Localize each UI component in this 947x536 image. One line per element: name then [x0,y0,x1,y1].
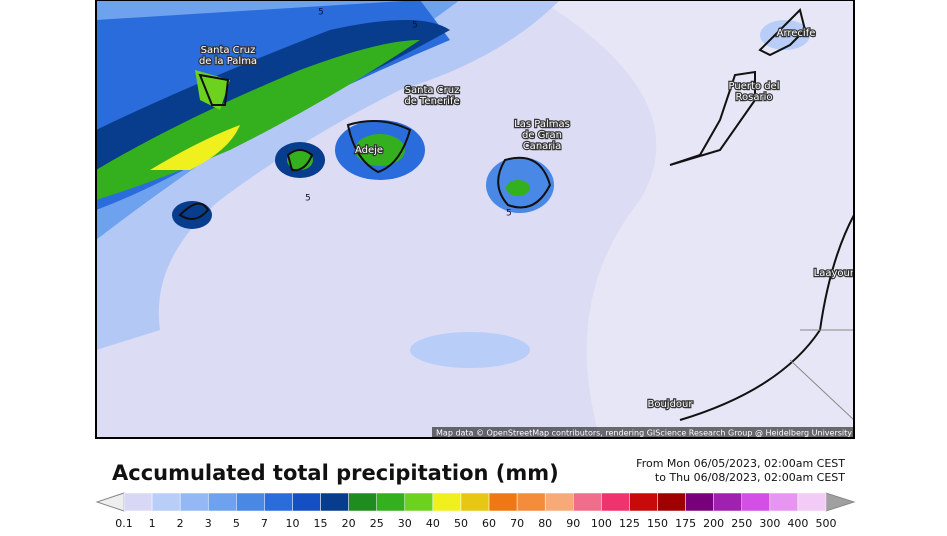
map: 5 5 5 5 Santa Cruz de la Palma Santa Cruz… [96,0,863,438]
color-box [179,492,209,512]
color-box [348,492,377,512]
legend-label: 300 [759,517,780,530]
color-box [488,492,518,512]
color-box [601,492,630,512]
legend-label: 80 [538,517,552,530]
legend-label: 200 [703,517,724,530]
contour-label: 5 [506,209,512,219]
color-bar: 0.1 1 2 3 5 7 10 15 20 25 30 40 50 60 70 80 90 100 125 150 1… [95,492,856,530]
legend-label: 100 [591,517,612,530]
color-box [460,492,490,512]
place-label: Santa Cruz de Tenerife [404,85,459,107]
legend-label: 10 [285,517,299,530]
place-label: Boujdour [647,399,693,410]
place-label: Las Palmas de Gran Canaria [514,119,570,152]
legend-label: 40 [426,517,440,530]
contour-labels: 5 5 5 5 [305,8,512,219]
legend-title: Accumulated total precipitation (mm) [112,461,559,485]
contour-label: 5 [412,21,418,31]
legend-label: 70 [510,517,524,530]
legend-label: 15 [314,517,328,530]
legend-label: 150 [647,517,668,530]
color-box [629,492,658,512]
legend-label: 3 [205,517,212,530]
legend-label: 7 [261,517,268,530]
place-label: Puerto del Rosario [729,81,780,103]
color-box [376,492,406,512]
color-box [516,492,546,512]
color-box [207,492,237,512]
place-label: Santa Cruz de la Palma [199,45,257,67]
color-box [797,492,827,512]
period-to: to Thu 06/08/2023, 02:00am CEST [655,471,845,484]
legend-label: 1 [149,517,156,530]
color-box [769,492,799,512]
legend-label: 5 [233,517,240,530]
color-box [573,492,602,512]
color-box [236,492,265,512]
attribution: Map data © OpenStreetMap contributors, r… [436,429,852,438]
legend-label: 60 [482,517,496,530]
place-label: Laayoune [814,268,863,279]
legend-label: 500 [816,517,837,530]
map-frame [95,0,855,439]
period-from: From Mon 06/05/2023, 02:00am CEST [636,457,845,470]
legend-label: 250 [731,517,752,530]
legend-label: 90 [566,517,580,530]
place-label: Arrecife [777,28,816,39]
color-box [713,492,743,512]
legend-label: 20 [342,517,356,530]
color-box [264,492,293,512]
color-high [825,492,856,512]
color-box [544,492,574,512]
legend-label: 25 [370,517,384,530]
legend-label: 175 [675,517,696,530]
color-box [432,492,462,512]
legend-label: 0.1 [115,517,133,530]
color-box [404,492,434,512]
places: Santa Cruz de la Palma Santa Cruz de Tener… [198,27,863,411]
color-box [741,492,771,512]
color-box [151,492,181,512]
legend-label: 400 [787,517,808,530]
legend-label: 2 [177,517,184,530]
contour-label: 5 [305,194,311,204]
color-box [657,492,686,512]
color-box [320,492,349,512]
place-label: Adeje [355,145,383,156]
color-box [123,492,153,512]
contour-label: 5 [318,8,324,18]
legend-label: 30 [398,517,412,530]
legend-label: 50 [454,517,468,530]
legend-label: 125 [619,517,640,530]
color-box [685,492,714,512]
color-low [95,492,125,512]
color-box [292,492,321,512]
